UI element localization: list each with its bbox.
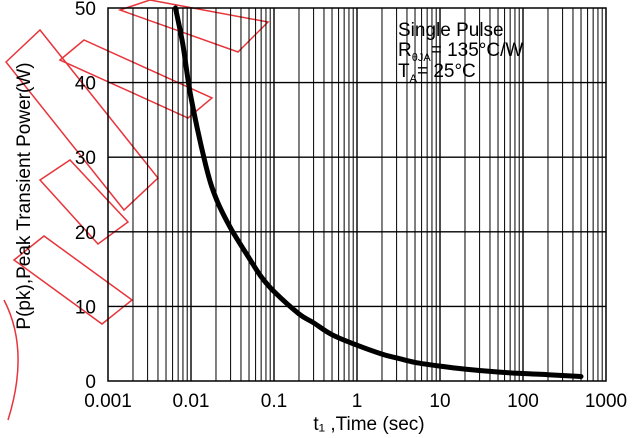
watermark-shapes — [3, 0, 270, 421]
annotation-ambient-temp: TA= 25°C — [398, 61, 476, 85]
y-tick-label: 30 — [75, 148, 96, 169]
x-tick-label: 1000 — [585, 391, 627, 412]
x-tick-label: 100 — [507, 391, 539, 412]
x-tick-label: 1 — [352, 391, 363, 412]
x-axis-label: t₁ ,Time (sec) — [313, 414, 424, 435]
y-tick-label: 40 — [75, 74, 96, 95]
x-tick-label: 0.001 — [84, 391, 132, 412]
y-axis-label: P(pk),Peak Transient Power(W) — [14, 62, 35, 329]
y-tick-label: 10 — [75, 297, 96, 318]
power-curve-series — [173, 5, 584, 379]
annotation-t-rest: = 25°C — [417, 61, 476, 82]
annotation-t-main: T — [398, 61, 410, 82]
x-tick-label: 10 — [429, 391, 450, 412]
annotation-thermal-resistance: RθJA= 135°C/W — [398, 40, 523, 64]
watermark-stroke-3 — [58, 39, 214, 119]
watermark-stroke-5 — [38, 159, 130, 246]
y-tick-label: 50 — [75, 0, 96, 20]
watermark-stroke-2 — [117, 0, 270, 53]
watermark-stroke-6 — [3, 299, 19, 421]
grid — [108, 8, 606, 381]
y-tick-label: 0 — [85, 372, 96, 393]
annotation-r-main: R — [398, 40, 412, 61]
annotation-single-pulse: Single Pulse — [398, 20, 504, 41]
x-tick-label: 0.01 — [173, 391, 210, 412]
annotation-r-sub: θJA — [412, 52, 432, 64]
annotation-block: Single Pulse RθJA= 135°C/W TA= 25°C — [398, 20, 523, 85]
x-tick-label: 0.1 — [261, 391, 287, 412]
y-tick-label: 20 — [75, 223, 96, 244]
annotation-t-sub: A — [410, 73, 418, 85]
watermark-stroke-4 — [12, 235, 134, 325]
tick-labels: 0.001 0.01 0.1 1 10 100 1000 0 10 20 30 40 50 — [75, 0, 627, 412]
annotation-r-rest: = 135°C/W — [431, 40, 524, 61]
